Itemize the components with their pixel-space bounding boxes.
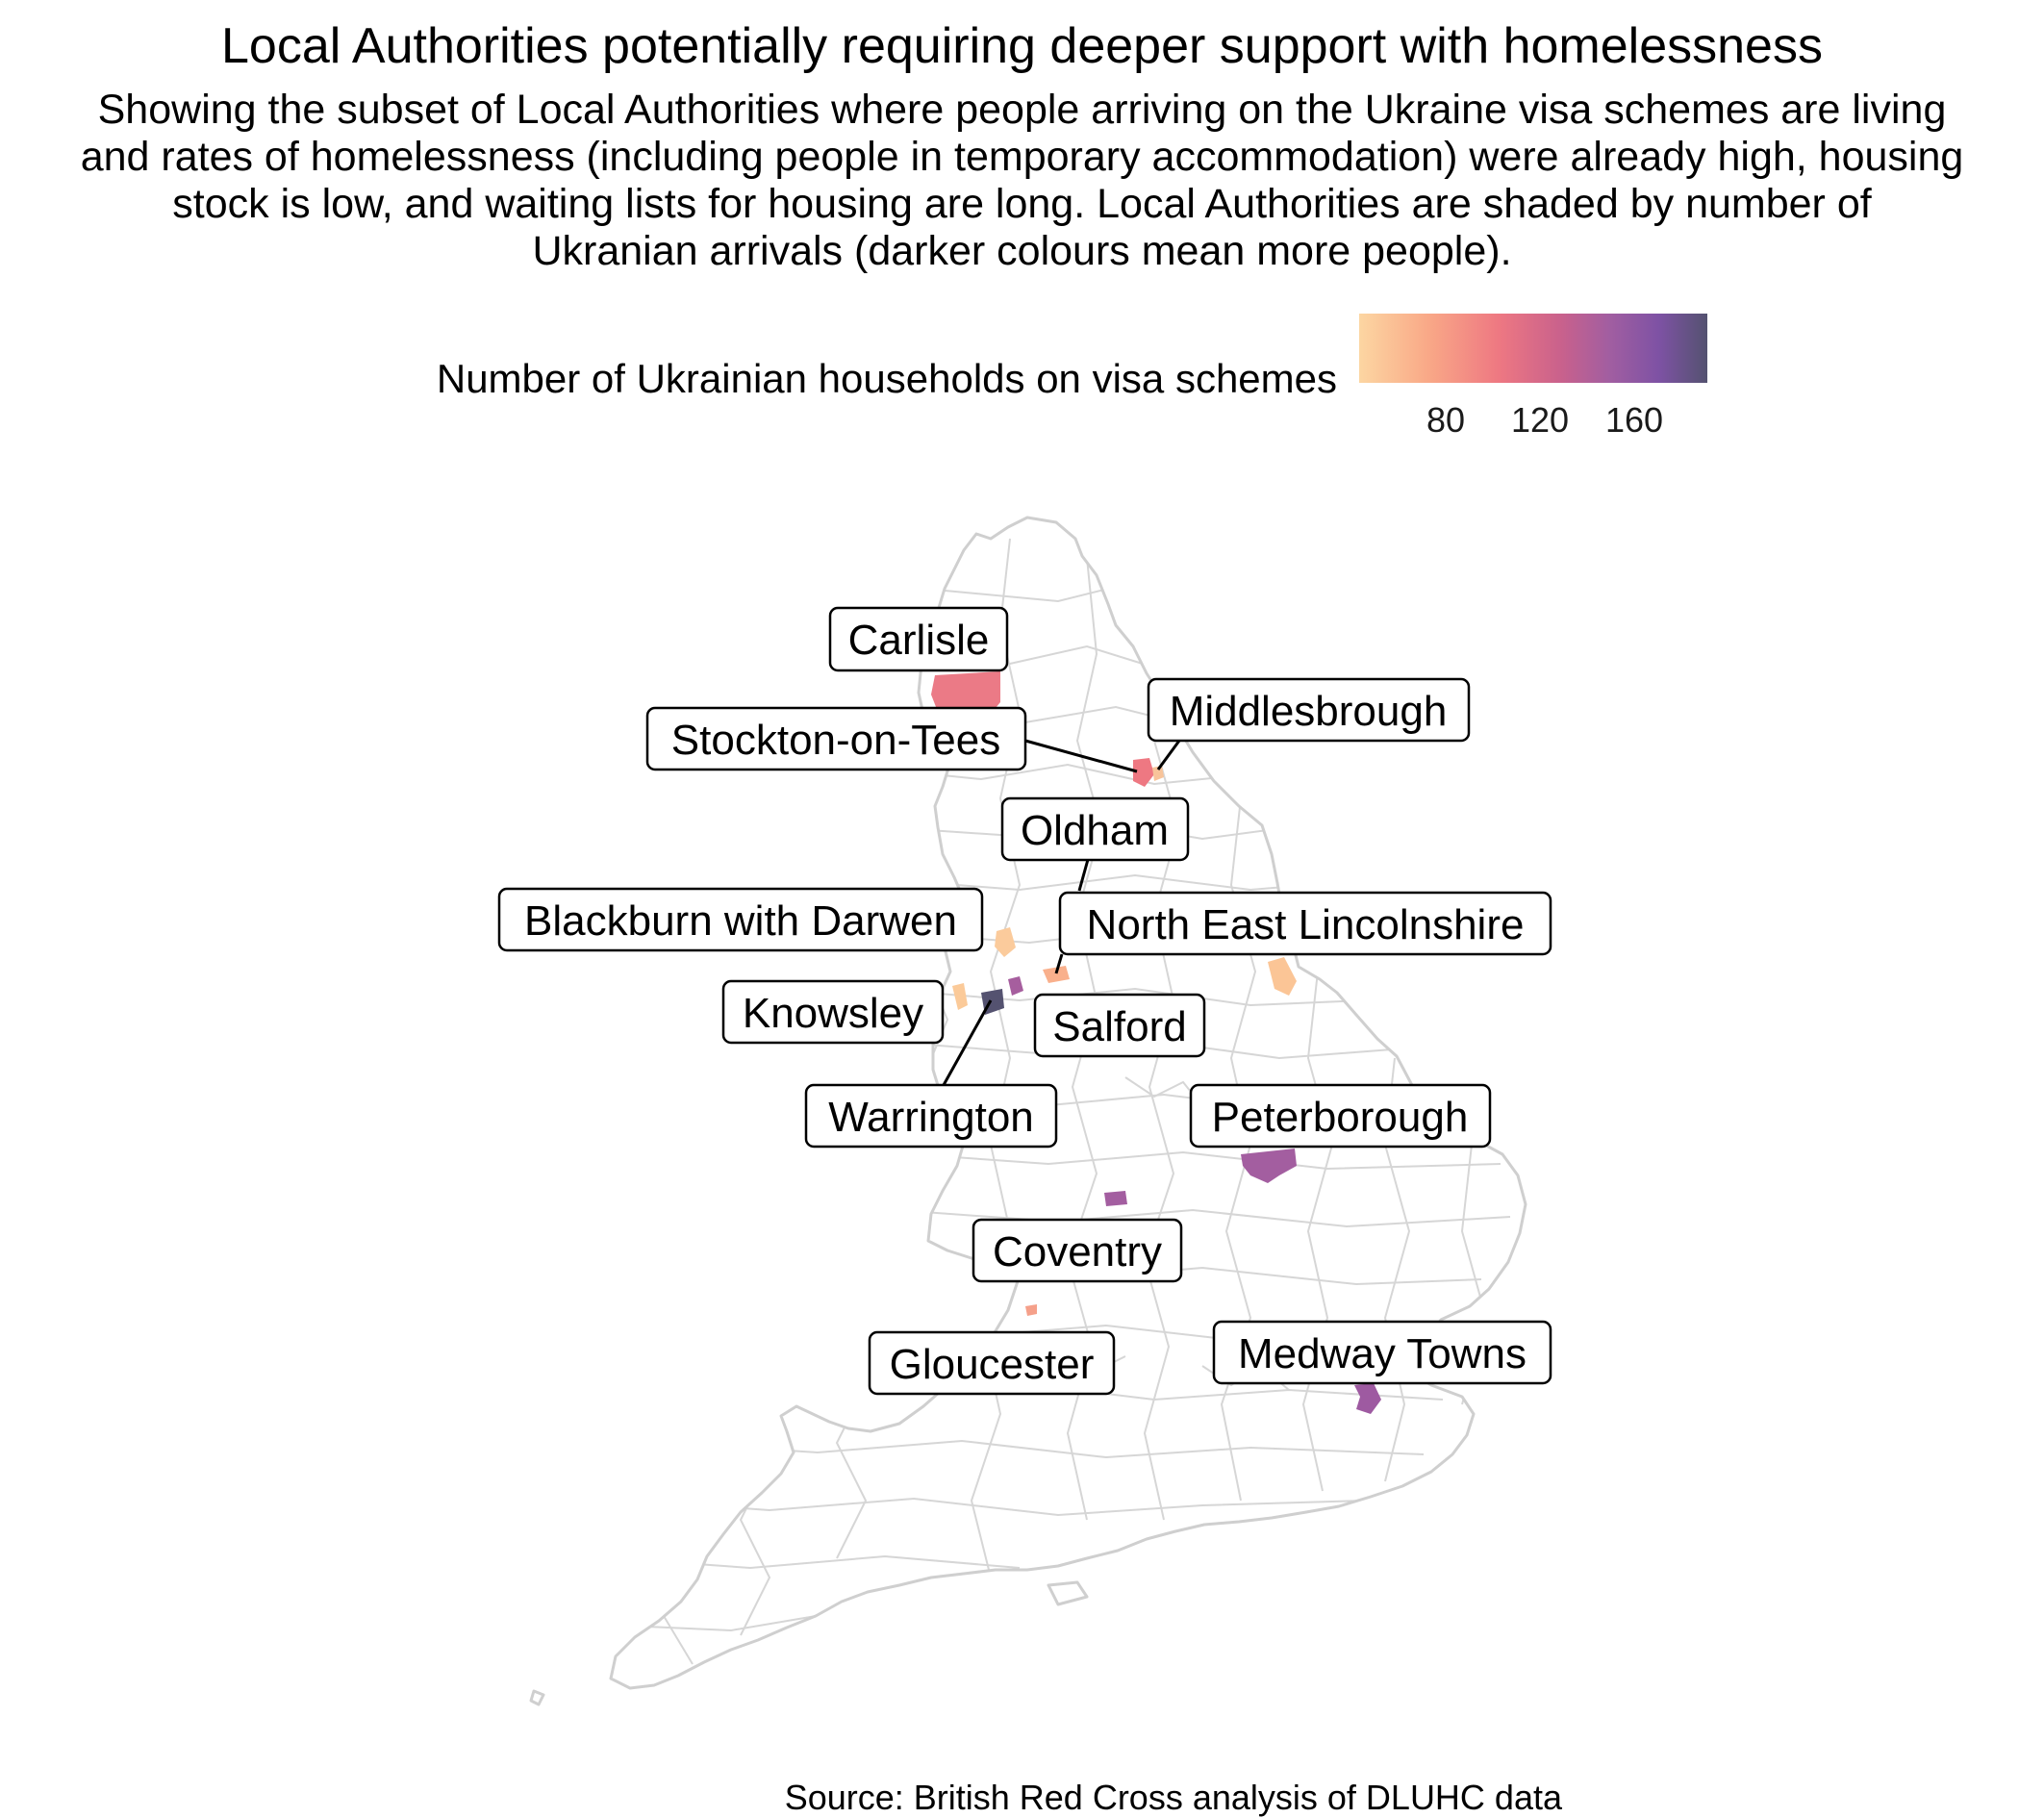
authority-peterborough [1241, 1149, 1297, 1183]
source-caption: Source: British Red Cross analysis of DL… [784, 1778, 1562, 1817]
label-text-north-east-lincolnshire: North East Lincolnshire [1087, 901, 1525, 948]
label-oldham: Oldham [1000, 796, 1190, 862]
label-text-blackburn-with-darwen: Blackburn with Darwen [524, 897, 957, 945]
label-text-coventry: Coventry [993, 1228, 1162, 1275]
label-text-stockton-on-tees: Stockton-on-Tees [671, 717, 1000, 764]
subtitle-line: and rates of homelessness (including peo… [80, 134, 1964, 180]
label-text-peterborough: Peterborough [1212, 1094, 1469, 1141]
label-text-gloucester: Gloucester [890, 1341, 1095, 1388]
leader-line-middlesbrough [1156, 740, 1181, 770]
legend-tick [1633, 383, 1635, 392]
subtitle-line: Ukranian arrivals (darker colours mean m… [532, 228, 1512, 274]
label-coventry: Coventry [972, 1218, 1183, 1283]
chart-title: Local Authorities potentially requiring … [221, 18, 1823, 74]
legend-tick-label: 160 [1604, 400, 1664, 440]
subtitle-line: stock is low, and waiting lists for hous… [172, 181, 1872, 227]
leader-line-stockton [1024, 739, 1138, 773]
legend-tick-label: 80 [1426, 400, 1466, 440]
highlighted-authorities [931, 671, 1381, 1414]
subtitle-line: Showing the subset of Local Authorities … [97, 87, 1947, 133]
isles-of-scilly [529, 1689, 545, 1706]
authority-labels: Carlisle Middlesbrough Stockton-on-Tees … [497, 606, 1552, 1396]
label-text-medway-towns: Medway Towns [1238, 1330, 1527, 1377]
authority-salford [1008, 976, 1023, 996]
authority-stockton-on-tees [1133, 758, 1154, 787]
label-gloucester: Gloucester [868, 1330, 1116, 1396]
authority-north-east-lincolnshire [1268, 957, 1297, 996]
england-outline [609, 516, 1527, 1690]
leader-line-oldham [1077, 855, 1091, 892]
label-text-salford: Salford [1052, 1003, 1186, 1050]
label-text-oldham: Oldham [1021, 807, 1169, 854]
leader-lines [942, 739, 1181, 1086]
legend-tick-label: 120 [1510, 400, 1570, 440]
label-north-east-lincolnshire: North East Lincolnshire [1058, 891, 1552, 956]
legend-title: Number of Ukrainian households on visa s… [436, 356, 1337, 401]
authority-carlisle [931, 671, 1000, 714]
label-middlesbrough: Middlesbrough [1147, 677, 1471, 743]
label-text-knowsley: Knowsley [743, 990, 923, 1037]
authority-blackburn-with-darwen [995, 927, 1016, 957]
label-text-middlesbrough: Middlesbrough [1170, 688, 1448, 735]
label-carlisle: Carlisle [828, 606, 1009, 672]
leader-line-warrington [942, 999, 993, 1086]
label-peterborough: Peterborough [1189, 1083, 1492, 1149]
legend-colorbar [1359, 314, 1707, 383]
label-blackburn-with-darwen: Blackburn with Darwen [497, 887, 984, 952]
legend-tick [1445, 383, 1447, 392]
label-salford: Salford [1033, 993, 1206, 1058]
legend-tick [1539, 383, 1541, 392]
label-medway-towns: Medway Towns [1212, 1320, 1552, 1385]
authority-middlesbrough [1152, 766, 1164, 781]
label-knowsley: Knowsley [721, 979, 945, 1045]
label-text-carlisle: Carlisle [848, 617, 990, 664]
label-warrington: Warrington [804, 1083, 1058, 1149]
authority-oldham [1043, 966, 1070, 983]
chart-subtitle: Showing the subset of Local Authorities … [0, 87, 2044, 275]
isle-of-wight [1047, 1580, 1089, 1606]
label-stockton-on-tees: Stockton-on-Tees [645, 706, 1027, 771]
authority-medway-towns [1354, 1383, 1381, 1414]
label-text-warrington: Warrington [828, 1094, 1034, 1141]
authority-coventry [1104, 1191, 1127, 1206]
leader-line-north-east-lincolnshire [1054, 953, 1064, 974]
authority-knowsley [952, 983, 968, 1010]
authority-gloucester [1025, 1304, 1037, 1316]
